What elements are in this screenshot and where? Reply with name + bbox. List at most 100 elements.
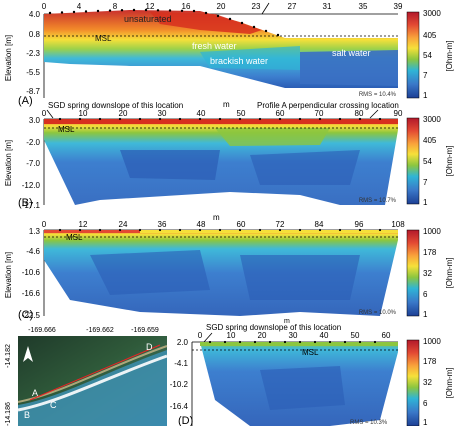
svg-text:1: 1 [423, 91, 428, 100]
svg-text:0: 0 [42, 109, 47, 118]
x-ticks-d: 0 10 20 30 40 50 60 [198, 331, 391, 340]
svg-text:80: 80 [355, 109, 364, 118]
svg-text:3000: 3000 [423, 115, 441, 124]
svg-text:50: 50 [351, 331, 360, 340]
svg-text:27: 27 [288, 2, 297, 11]
svg-text:12: 12 [79, 220, 88, 229]
svg-text:-169.659: -169.659 [131, 327, 159, 334]
svg-text:72: 72 [276, 220, 285, 229]
panel-d: SGD spring downslope of this location m … [170, 318, 454, 426]
label-brackish-water: brackish water [210, 56, 268, 66]
x-ticks-a: 0 4 8 12 16 20 23 27 31 35 39 [42, 2, 403, 11]
label-unsaturated: unsaturated [124, 14, 172, 24]
svg-text:-169.662: -169.662 [86, 327, 114, 334]
north-arrow-icon [23, 346, 33, 362]
svg-text:2.0: 2.0 [177, 338, 189, 347]
svg-text:54: 54 [423, 51, 432, 60]
rms-label: RMS = 10.4% [359, 92, 397, 98]
site-label-a: A [32, 388, 38, 398]
svg-text:20: 20 [258, 331, 267, 340]
colorbar-ticks: 1000 178 32 6 1 [423, 227, 441, 319]
svg-text:50: 50 [237, 109, 246, 118]
y-ticks-d: 2.0 -4.1 -10.2 -16.4 [170, 338, 189, 411]
label-msl: MSL [302, 348, 319, 357]
latitude-tick: -14.182 [5, 344, 12, 368]
colorbar [406, 11, 420, 99]
svg-text:54: 54 [423, 157, 432, 166]
x-unit: m [223, 100, 230, 109]
panel-letter: (A) [18, 95, 33, 107]
ytick: 4.0 [29, 10, 41, 19]
svg-text:35: 35 [359, 2, 368, 11]
svg-text:6: 6 [423, 290, 428, 299]
svg-text:16: 16 [182, 2, 191, 11]
svg-text:7: 7 [423, 71, 428, 80]
colorbar [406, 339, 420, 426]
svg-text:-2.0: -2.0 [26, 138, 40, 147]
longitude-ticks: -169.666 -169.662 -169.659 [28, 327, 159, 334]
svg-text:-16.6: -16.6 [22, 289, 41, 298]
svg-text:60: 60 [237, 220, 246, 229]
x-ticks-c: 0 12 24 36 48 60 72 84 96 108 [42, 220, 405, 229]
svg-text:1: 1 [423, 310, 428, 319]
svg-text:-169.666: -169.666 [28, 327, 56, 334]
svg-text:-4.1: -4.1 [174, 359, 188, 368]
colorbar [406, 229, 420, 317]
svg-text:3000: 3000 [423, 9, 441, 18]
colorbar-unit: [Ohm-m] [445, 145, 454, 176]
label-msl: MSL [58, 125, 75, 134]
svg-text:40: 40 [197, 109, 206, 118]
svg-text:-17.1: -17.1 [22, 201, 41, 210]
panel-letter: (B) [18, 197, 33, 209]
x-unit: m [213, 213, 220, 222]
ytick: -2.3 [26, 49, 40, 58]
ytick: 0.8 [29, 30, 41, 39]
y-ticks-b: 3.0 -2.0 -7.0 -12.0 -17.1 [22, 116, 41, 210]
svg-text:405: 405 [423, 136, 437, 145]
electrodes-b [58, 117, 382, 121]
rms-label: RMS = 10.7% [359, 198, 397, 204]
svg-text:108: 108 [391, 220, 405, 229]
svg-text:1: 1 [423, 418, 428, 426]
site-label-c: C [50, 400, 57, 410]
colorbar-ticks: 1000 178 32 6 1 [423, 337, 441, 426]
latitude-tick: -14.186 [5, 402, 12, 426]
rms-label: RMS = 10.0% [359, 310, 397, 316]
svg-text:12: 12 [146, 2, 155, 11]
svg-text:60: 60 [276, 109, 285, 118]
colorbar-ticks: 3000 405 54 7 1 [423, 115, 441, 207]
svg-text:-10.2: -10.2 [170, 380, 189, 389]
svg-text:70: 70 [315, 109, 324, 118]
svg-text:20: 20 [119, 109, 128, 118]
colorbar-unit: [Ohm-m] [445, 367, 454, 398]
svg-text:-4.6: -4.6 [26, 247, 40, 256]
y-axis-label: Elevation [m] [4, 140, 13, 186]
panel-letter: (D) [178, 415, 193, 426]
colorbar [406, 117, 420, 205]
site-label-d: D [146, 342, 153, 352]
y-axis-label: Elevation [m] [4, 252, 13, 298]
colorbar-ticks: 3000 405 54 7 1 [423, 9, 441, 100]
svg-text:39: 39 [394, 2, 403, 11]
ytick: -8.7 [26, 87, 40, 96]
panel-letter: (C) [18, 309, 33, 321]
label-fresh-water: fresh water [192, 41, 237, 51]
svg-text:32: 32 [423, 269, 432, 278]
ytick: -5.5 [26, 68, 40, 77]
svg-text:40: 40 [320, 331, 329, 340]
annotation-sgd-spring: SGD spring downslope of this location [206, 323, 341, 332]
svg-text:23: 23 [252, 2, 261, 11]
svg-text:8: 8 [113, 2, 118, 11]
svg-text:-22.5: -22.5 [22, 311, 41, 320]
annotation-profile-crossing: Profile A perpendicular crossing locatio… [257, 101, 399, 110]
colorbar-unit: [Ohm-m] [445, 40, 454, 71]
svg-text:48: 48 [197, 220, 206, 229]
svg-text:4: 4 [77, 2, 82, 11]
svg-text:24: 24 [119, 220, 128, 229]
svg-text:3.0: 3.0 [29, 116, 41, 125]
svg-text:32: 32 [423, 378, 432, 387]
svg-text:0: 0 [198, 331, 203, 340]
label-msl: MSL [66, 233, 83, 242]
svg-text:10: 10 [79, 109, 88, 118]
